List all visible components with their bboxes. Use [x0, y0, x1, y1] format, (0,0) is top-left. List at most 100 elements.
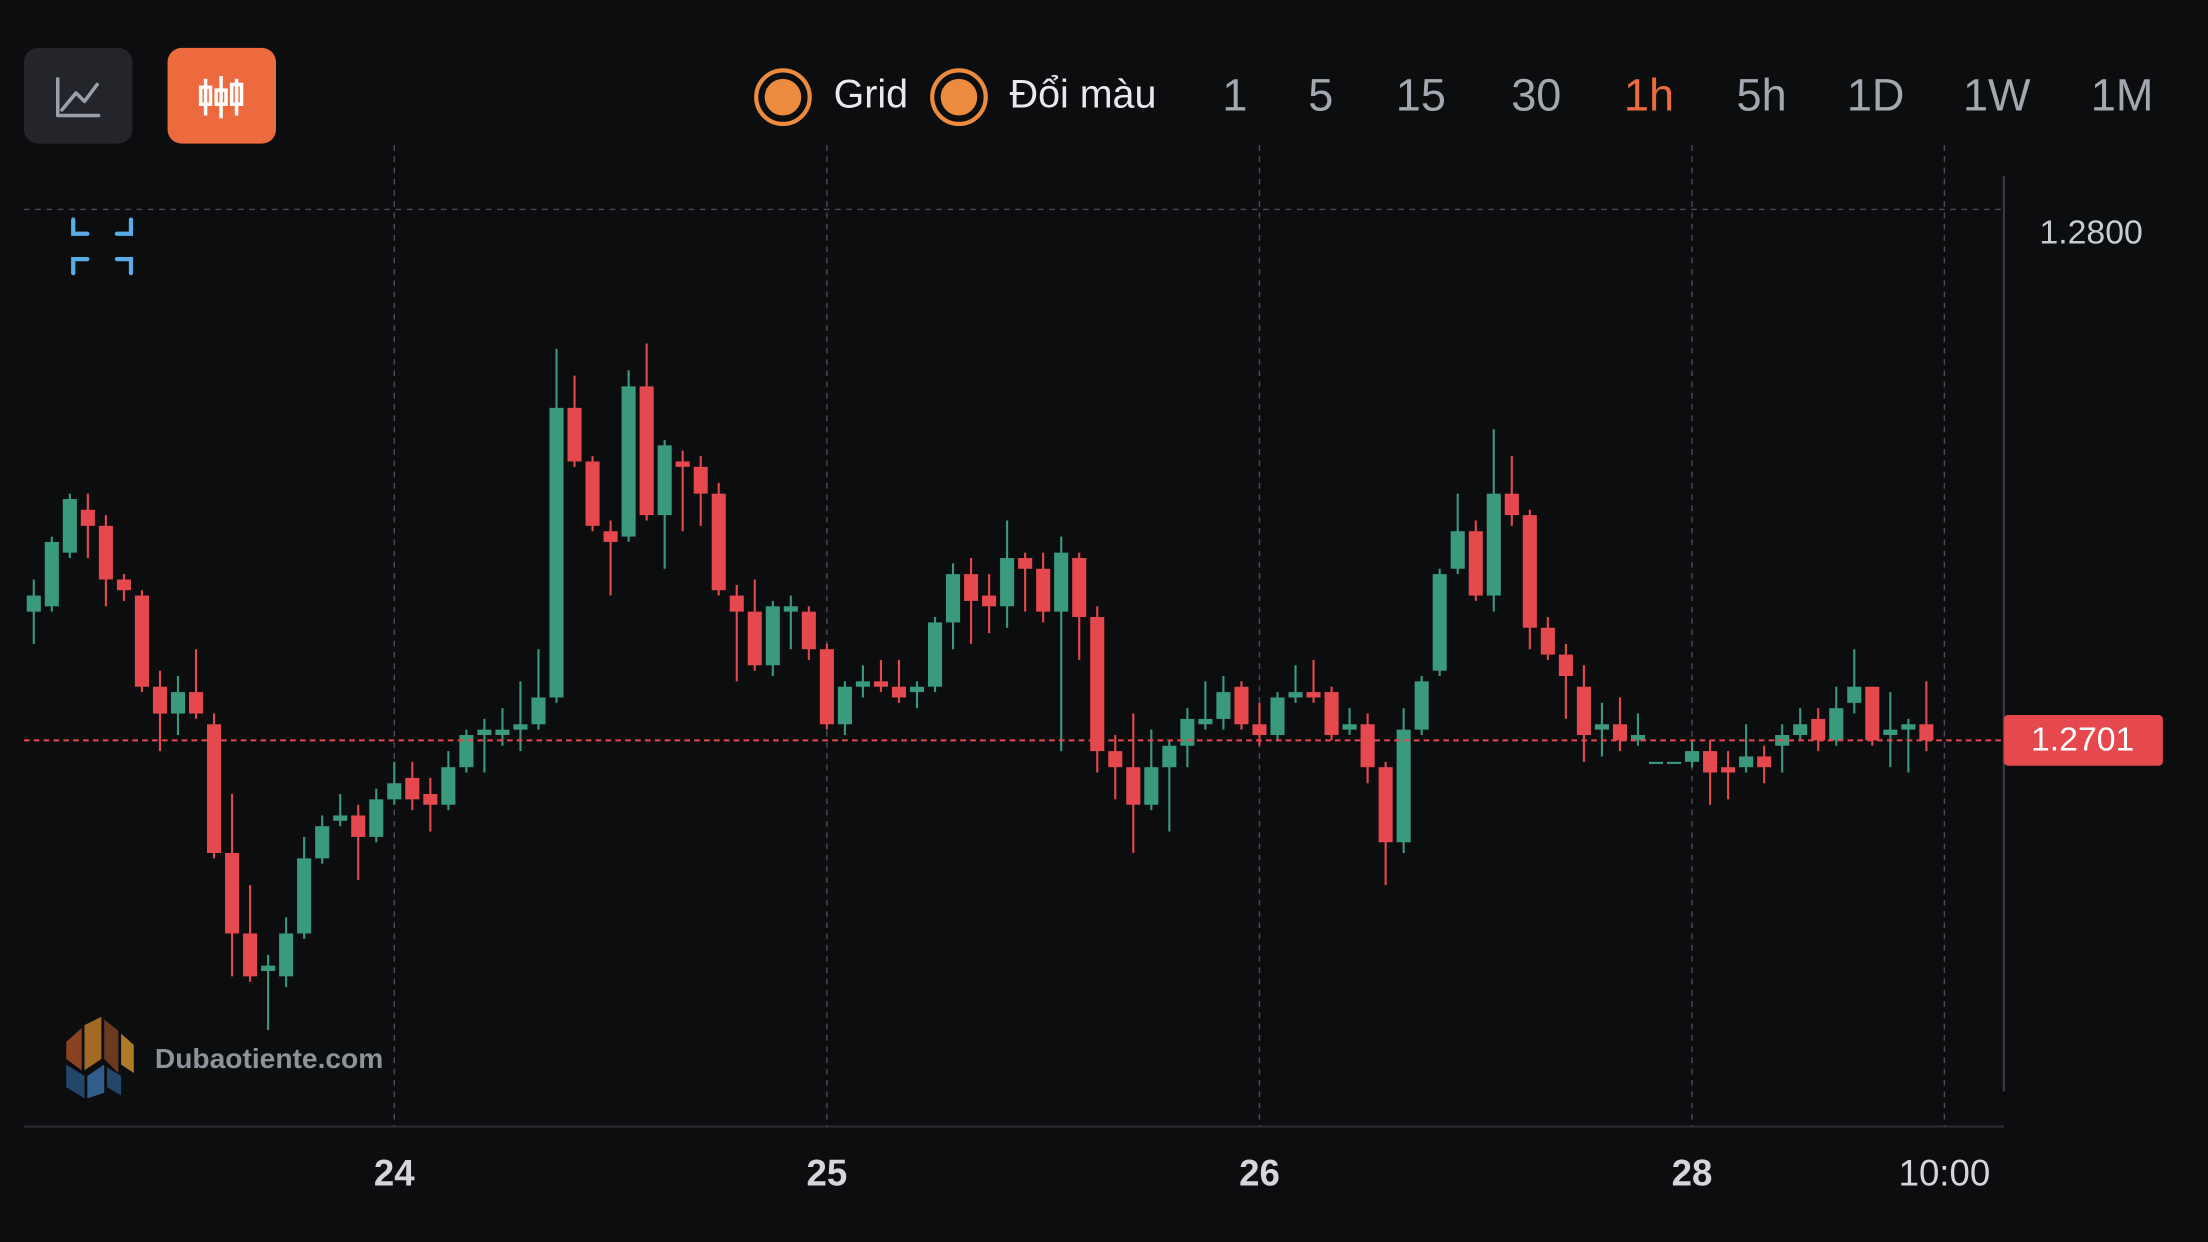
minimize-icon[interactable] [71, 217, 134, 276]
watermark: Dubaotiente.com [155, 1043, 383, 1074]
candle-body [1829, 708, 1844, 741]
x-tick-label: 10:00 [1899, 1152, 1991, 1193]
candle-body [1883, 729, 1898, 736]
toggle-ring [754, 68, 812, 127]
candle-body [1324, 692, 1339, 736]
candle-body [279, 933, 294, 977]
x-tick-label: 26 [1239, 1152, 1280, 1193]
candle-body [261, 965, 276, 971]
candle-body [819, 649, 834, 725]
candle-body [1072, 558, 1087, 618]
candle-body [1793, 724, 1808, 736]
candle-body [891, 686, 907, 698]
candle-body [1685, 751, 1700, 762]
candle-body [134, 595, 149, 687]
candle-body [747, 611, 762, 666]
candle-body [1594, 724, 1609, 730]
candle-body [1144, 767, 1159, 805]
candle-body [927, 622, 943, 687]
candle-body [1252, 724, 1267, 736]
candle-body [1162, 745, 1177, 768]
toggle[interactable]: Đổi màu [930, 68, 1157, 127]
candle-body [711, 493, 726, 591]
toggle-dot [940, 78, 978, 116]
candle-body [1450, 531, 1465, 569]
candle-body [477, 729, 492, 736]
candle-body [26, 595, 41, 612]
timeframe-button[interactable]: 30 [1511, 69, 1561, 120]
candle-body [765, 606, 780, 666]
candle-body [225, 853, 240, 934]
toggle-label: Đổi màu [1010, 73, 1157, 117]
candle-body [1540, 627, 1555, 655]
candle-body [1036, 568, 1051, 612]
candle-body [1612, 724, 1627, 741]
x-tick-label: 25 [807, 1152, 848, 1193]
candlestick-button[interactable] [167, 47, 276, 144]
toggle-label: Grid [834, 73, 908, 117]
candle-body [675, 461, 690, 467]
candle-body [909, 686, 925, 693]
timeframe-button[interactable]: 15 [1396, 69, 1446, 120]
candle-body [855, 681, 870, 687]
candle-body [621, 386, 636, 537]
candle-body [1180, 718, 1195, 746]
candle-body [152, 686, 168, 714]
timeframe-button[interactable]: 1h [1624, 69, 1674, 120]
candle-body [1288, 692, 1303, 698]
candle-body [297, 858, 312, 934]
candle-body [1342, 724, 1357, 730]
candle-body [98, 525, 113, 580]
candle-body [1865, 686, 1880, 741]
timeframe-button[interactable]: 1D [1847, 69, 1905, 120]
toggle[interactable]: Grid [754, 68, 908, 127]
x-tick-label: 28 [1672, 1152, 1713, 1193]
candle-body [1432, 574, 1447, 671]
candle-body [1721, 767, 1736, 773]
candle-body [351, 815, 366, 837]
candle-body [1216, 692, 1231, 719]
candle-body [387, 783, 402, 800]
candle-body [1666, 761, 1682, 764]
candle-body [80, 509, 95, 526]
last-price-label: 1.2701 [2031, 721, 2134, 759]
y-tick-label: 1.2800 [2039, 214, 2142, 252]
candle-body [1558, 654, 1573, 677]
candle-body [44, 541, 59, 607]
candle-body [567, 407, 582, 462]
candle-body [333, 815, 348, 821]
x-tick-label: 24 [374, 1152, 415, 1193]
candle-body [603, 531, 618, 542]
candle-body [729, 595, 744, 612]
candle-body [531, 697, 546, 725]
candle-body [837, 686, 852, 725]
timeframe-button[interactable]: 5h [1737, 69, 1787, 120]
candle-body [693, 466, 708, 494]
timeframe-button[interactable]: 5 [1308, 69, 1333, 120]
candle-body [639, 386, 654, 516]
timeframe-button[interactable]: 1W [1963, 69, 2031, 120]
candle-body [1504, 493, 1519, 516]
timeframe-button[interactable]: 1M [2091, 69, 2154, 120]
line-chart-button[interactable] [23, 47, 133, 144]
candle-body [1486, 493, 1501, 596]
candle-body [116, 579, 131, 591]
candle-body [585, 461, 600, 526]
timeframe-button[interactable]: 1 [1222, 69, 1247, 120]
candle-body [1378, 767, 1393, 843]
candle-body [423, 794, 438, 805]
candle-body [315, 826, 330, 859]
candle-body [1703, 751, 1718, 773]
candle-body [1576, 686, 1591, 736]
toggle-ring [930, 68, 988, 127]
candle-body [1234, 686, 1249, 725]
candle-body [1360, 724, 1375, 768]
candle-body [1522, 515, 1537, 628]
candle-body [873, 681, 888, 687]
candle-body [1811, 718, 1826, 741]
candle-body [1108, 751, 1123, 768]
candle-body [1018, 558, 1033, 569]
candle-body [1396, 729, 1411, 843]
candle-body [1630, 735, 1646, 741]
candle-body [369, 799, 384, 837]
